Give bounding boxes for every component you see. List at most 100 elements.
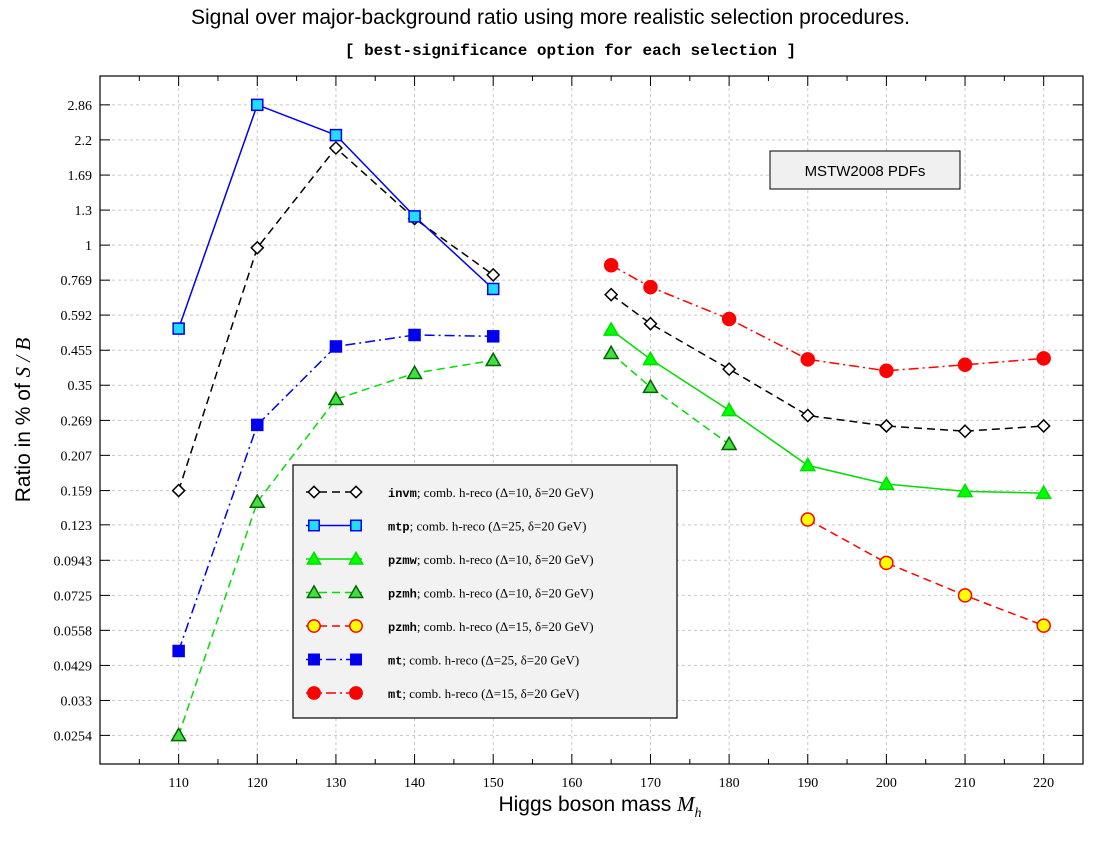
- marker-square: [329, 340, 343, 353]
- y-tick-label: 0.033: [61, 694, 93, 709]
- legend-label: mt; comb. h-reco (Δ=25, δ=20 GeV): [388, 653, 579, 669]
- legend-label: pzmh; comb. h-reco (Δ=15, δ=20 GeV): [388, 619, 594, 635]
- y-tick-label: 1.69: [68, 169, 93, 184]
- y-tick-label: 2.86: [68, 99, 93, 114]
- marker-circle: [307, 686, 321, 700]
- marker-triangle: [306, 550, 322, 565]
- marker-triangle: [720, 401, 738, 417]
- marker-circle: [1036, 351, 1051, 366]
- series-line: [807, 518, 1044, 627]
- marker-circle: [957, 588, 973, 603]
- marker-diamond: [307, 485, 321, 499]
- series-pzmw-2: [602, 321, 1052, 500]
- annotation-frame: [769, 150, 961, 190]
- marker-square: [308, 519, 320, 532]
- series-pzmh-4: [800, 512, 1051, 633]
- legend: invm; comb. h-reco (Δ=10, δ=20 GeV) mtp; …: [292, 464, 678, 719]
- chart-title: Signal over major-background ratio using…: [190, 6, 910, 29]
- series-line: [610, 352, 730, 445]
- marker-square: [350, 653, 362, 666]
- y-tick-label: 0.35: [68, 379, 93, 394]
- marker-square: [172, 644, 185, 658]
- x-tick-label: 170: [640, 776, 661, 791]
- series-line: [177, 359, 494, 736]
- x-axis-label: Higgs boson mass Mh: [498, 792, 701, 821]
- marker-square: [408, 210, 421, 223]
- marker-square: [172, 322, 185, 335]
- series-invm-0: [171, 140, 1051, 498]
- y-tick-label: 0.592: [61, 309, 93, 324]
- marker-diamond: [349, 485, 363, 499]
- y-tick-label: 2.2: [75, 134, 93, 149]
- marker-square: [251, 418, 264, 432]
- marker-triangle: [1035, 484, 1052, 500]
- x-tick-label: 140: [404, 776, 425, 791]
- marker-triangle: [170, 726, 187, 742]
- y-tick-label: 0.123: [61, 519, 93, 534]
- legend-item: invm; comb. h-reco (Δ=10, δ=20 GeV): [306, 485, 594, 501]
- marker-triangle: [642, 378, 659, 394]
- marker-square: [486, 330, 500, 343]
- marker-triangle: [799, 456, 817, 472]
- x-tick-label: 150: [483, 776, 504, 791]
- marker-diamond: [800, 408, 815, 423]
- x-tick-label: 110: [168, 776, 188, 791]
- x-tick-label: 190: [797, 776, 818, 791]
- marker-triangle: [602, 321, 620, 336]
- marker-diamond: [722, 362, 737, 377]
- legend-item: pzmh; comb. h-reco (Δ=10, δ=20 GeV): [306, 584, 594, 602]
- marker-square: [251, 98, 264, 112]
- marker-diamond: [486, 267, 501, 282]
- y-tick-label: 0.159: [61, 485, 93, 500]
- marker-diamond: [171, 483, 186, 498]
- series-mt-5: [172, 328, 500, 658]
- marker-diamond: [1036, 418, 1051, 434]
- x-tick-label: 160: [561, 776, 582, 791]
- x-tick-label: 220: [1033, 776, 1054, 791]
- marker-triangle: [484, 351, 502, 367]
- marker-diamond: [604, 287, 619, 302]
- y-tick-label: 0.269: [61, 414, 93, 429]
- marker-square: [350, 519, 362, 532]
- marker-triangle: [348, 550, 364, 565]
- marker-diamond: [957, 424, 973, 439]
- legend-item: mtp; comb. h-reco (Δ=25, δ=20 GeV): [306, 519, 586, 535]
- marker-circle: [721, 311, 737, 327]
- legend-item: mt; comb. h-reco (Δ=15, δ=20 GeV): [306, 686, 579, 702]
- series-pzmh-3: [170, 344, 738, 742]
- marker-triangle: [720, 435, 738, 451]
- marker-square: [329, 128, 343, 142]
- x-tick-label: 130: [325, 776, 346, 791]
- annotation-text: MSTW2008 PDFs: [805, 163, 926, 180]
- marker-circle: [879, 555, 894, 571]
- marker-triangle: [406, 364, 423, 380]
- annotation-box: MSTW2008 PDFs: [769, 150, 961, 190]
- marker-circle: [879, 363, 894, 379]
- marker-square: [486, 282, 500, 296]
- plot-frame: [99, 75, 1084, 765]
- legend-item: pzmh; comb. h-reco (Δ=15, δ=20 GeV): [306, 619, 594, 635]
- marker-triangle: [348, 584, 364, 599]
- marker-triangle: [306, 584, 322, 599]
- legend-label: invm; comb. h-reco (Δ=10, δ=20 GeV): [388, 485, 594, 501]
- marker-circle: [349, 619, 363, 633]
- y-axis-label: Ratio in % of S / B: [11, 338, 35, 503]
- y-tick-label: 1.3: [75, 204, 93, 219]
- marker-triangle: [956, 482, 974, 498]
- marker-circle: [643, 279, 658, 295]
- marker-circle: [800, 512, 816, 527]
- legend-label: pzmw; comb. h-reco (Δ=10, δ=20 GeV): [388, 552, 594, 568]
- y-tick-label: 0.455: [61, 344, 93, 359]
- marker-triangle: [602, 344, 620, 360]
- legend-label: mtp; comb. h-reco (Δ=25, δ=20 GeV): [388, 519, 586, 535]
- marker-circle: [957, 357, 973, 373]
- marker-diamond: [250, 240, 265, 255]
- marker-diamond: [879, 418, 894, 434]
- x-tick-label: 210: [955, 776, 976, 791]
- marker-circle: [307, 619, 321, 633]
- y-tick-label: 1: [85, 239, 92, 254]
- marker-triangle: [327, 390, 345, 406]
- y-tick-label: 0.0254: [54, 729, 93, 744]
- x-tick-label: 120: [247, 776, 268, 791]
